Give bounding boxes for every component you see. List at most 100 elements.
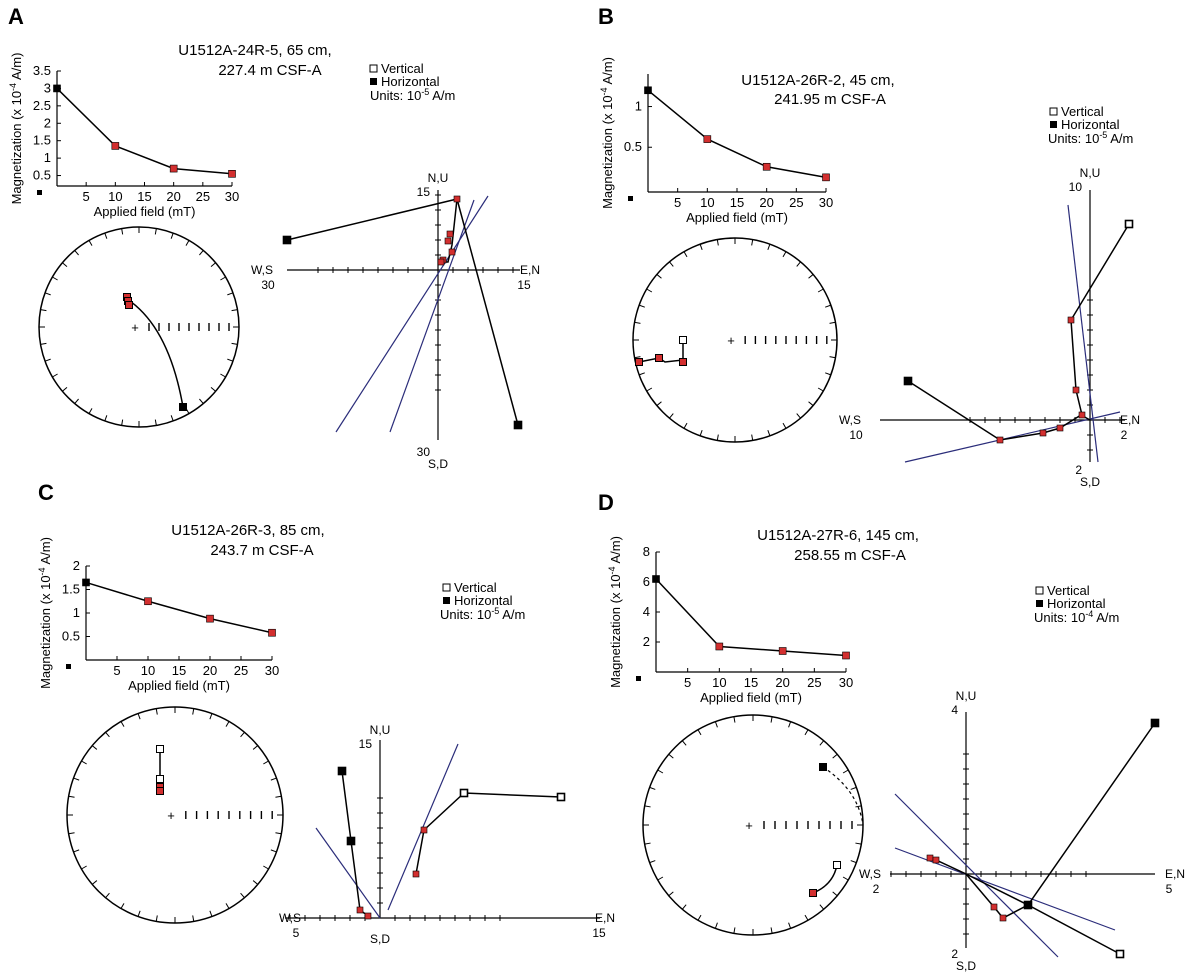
stereonet-tick — [220, 373, 226, 378]
stereonet-tick — [170, 232, 174, 239]
stereonet-tick — [751, 239, 754, 246]
demag-curve — [85, 581, 273, 634]
zij-red-point — [420, 826, 428, 834]
zij-red-point — [1078, 411, 1086, 419]
panel-a-title-2: 227.4 m CSF-A — [218, 62, 321, 79]
x-tick-label: 25 — [807, 675, 821, 690]
zij-red-point — [996, 436, 1004, 444]
demag-point — [82, 578, 90, 587]
stereonet-tick — [788, 721, 792, 728]
stereonet-point — [819, 763, 827, 771]
stereonet-tick — [275, 832, 282, 835]
stereonet-tick — [91, 745, 98, 750]
panel-d-stereonet: + — [642, 714, 864, 936]
zij-north-label: N,U — [956, 689, 977, 703]
stereonet-tick — [155, 708, 158, 715]
zij-red-point — [364, 912, 372, 920]
stereonet-tick — [733, 927, 736, 934]
zij-end-point — [337, 766, 347, 776]
zij-east-label: E,N — [520, 263, 540, 277]
zij-end-point — [1150, 718, 1160, 728]
stereonet-tick — [220, 276, 226, 281]
x-tick-label: 25 — [789, 195, 803, 210]
stereonet-tick — [714, 922, 718, 929]
stereonet-tick — [817, 288, 824, 293]
panel-d-legend: Vertical Horizontal Units: 10-4 A/m — [1034, 583, 1119, 625]
y-axis-label: Magnetization (x 10-4 A/m) — [37, 537, 53, 689]
stereonet-tick — [73, 777, 80, 781]
zij-red-point — [448, 248, 456, 256]
x-tick-label: 15 — [172, 663, 186, 678]
stereonet-tick — [669, 261, 674, 267]
panel-c-letter: C — [38, 480, 54, 505]
x-tick-label: 10 — [712, 675, 726, 690]
zij-red-point — [932, 856, 940, 864]
stereonet-tick — [275, 795, 282, 798]
stereonet-path — [812, 864, 838, 894]
stereonet-tick — [716, 434, 719, 441]
panel-b-letter: B — [598, 4, 614, 29]
legend-horizontal-label: Horizontal — [1061, 117, 1120, 132]
stereonet-tick — [716, 239, 719, 246]
zij-west-label: W,S — [859, 867, 881, 881]
stereonet-tick — [850, 786, 857, 790]
zij-south-label: S,D — [370, 932, 390, 946]
panel-a-legend: Vertical Horizontal Units: 10-5 A/m — [369, 61, 455, 103]
stereonet-tick — [74, 398, 79, 404]
zij-east-label: E,N — [1165, 867, 1185, 881]
zij-red-point — [990, 903, 998, 911]
stereonet-tick — [154, 228, 157, 235]
panel-b-zijderveld: W,S E,N N,U S,D 10 2 10 2 — [839, 166, 1140, 489]
x-tick-label: 30 — [839, 675, 853, 690]
stereonet-tick — [192, 915, 195, 922]
zij-end-point — [1124, 219, 1134, 229]
panel-a-stereonet: + — [38, 226, 240, 428]
demag-point — [715, 642, 724, 651]
panel-a-demag-plot: 5 10 15 20 25 30 0.5 1 1.5 2 2.5 3 3.5 Applied field … — [8, 53, 239, 219]
zij-fit-line — [894, 847, 1116, 931]
zij-vertical-path — [1070, 223, 1130, 416]
stereonet-tick — [137, 713, 141, 720]
stereonet-tick — [669, 413, 674, 419]
zij-south-label: S,D — [956, 959, 976, 973]
panel-c-legend: Vertical Horizontal Units: 10-5 A/m — [440, 580, 525, 622]
demag-point — [778, 647, 787, 655]
zij-vertical-path — [415, 792, 562, 875]
legend-vertical-marker — [369, 64, 378, 73]
stereonet-tick — [656, 401, 662, 406]
origin-marker — [37, 190, 42, 195]
panel-d: D U1512A-27R-6, 145 cm, 258.55 m CSF-A V… — [598, 490, 1185, 973]
legend-horizontal-label: Horizontal — [454, 593, 513, 608]
zij-fit-line — [904, 411, 1121, 463]
panel-b-title-2: 241.95 m CSF-A — [774, 91, 886, 108]
zij-fit-line — [894, 793, 1059, 958]
stereonet-point — [655, 354, 663, 362]
stereonet-tick — [782, 251, 787, 258]
stereonet-tick — [855, 842, 862, 845]
zij-end-point — [1023, 900, 1033, 910]
stereonet-tick — [796, 413, 801, 419]
stereonet-tick — [714, 721, 718, 728]
x-tick-label: 25 — [234, 663, 248, 678]
zij-west-label: W,S — [251, 263, 273, 277]
stereonet-tick — [825, 372, 832, 376]
panel-a: A U1512A-24R-5, 65 cm, 227.4 m CSF-A Ver… — [8, 4, 540, 471]
x-tick-label: 20 — [759, 195, 773, 210]
stereonet-tick — [252, 880, 259, 885]
panel-c-zijderveld: W,S E,N N,U S,D 5 15 15 — [279, 723, 615, 946]
zij-red-point — [453, 195, 461, 203]
stereonet-tick — [638, 304, 645, 308]
stereonet-tick — [62, 262, 68, 267]
y-tick-label: 0.5 — [62, 629, 80, 644]
stereonet-point — [156, 787, 164, 795]
stereonet-tick — [88, 408, 93, 414]
panel-d-zijderveld: W,S E,NN,US,D2 542 — [859, 689, 1185, 973]
demag-point — [169, 164, 178, 173]
stereonet-tick — [225, 721, 230, 727]
stereonet-tick — [681, 740, 687, 746]
stereonet-tick — [105, 731, 110, 738]
zij-end-point — [282, 235, 292, 245]
y-tick-label: 1 — [73, 605, 80, 620]
stereonet-tick — [44, 292, 51, 296]
stereonet-tick — [210, 387, 216, 392]
